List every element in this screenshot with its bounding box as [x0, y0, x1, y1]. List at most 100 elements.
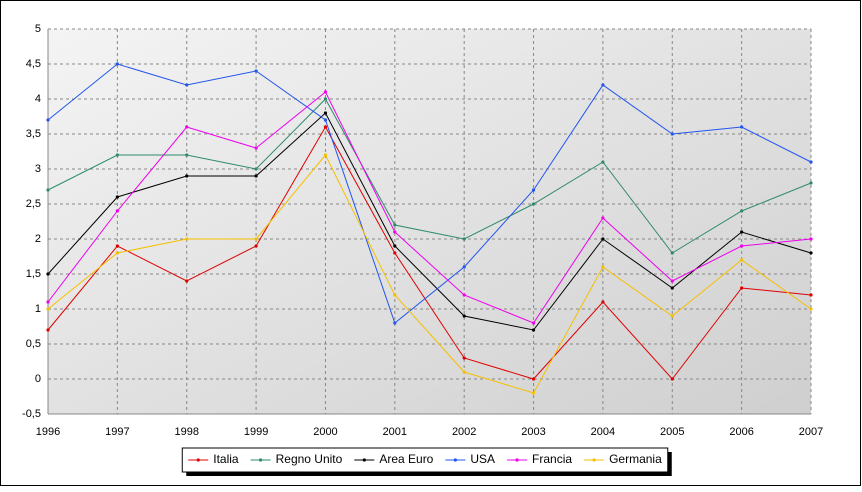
point	[670, 377, 674, 381]
x-tick-label: 2006	[729, 426, 753, 438]
point	[185, 174, 189, 178]
y-tick-label: 1	[35, 303, 41, 315]
y-tick-label: 2	[35, 233, 41, 245]
x-tick-label: 2003	[521, 426, 545, 438]
legend-marker	[515, 458, 519, 462]
point	[115, 251, 119, 255]
point	[740, 258, 744, 262]
legend-marker	[196, 458, 200, 462]
point	[46, 188, 50, 192]
point	[115, 209, 119, 213]
point	[531, 328, 536, 332]
point	[601, 265, 605, 269]
point	[809, 160, 813, 164]
point	[462, 314, 466, 318]
point	[254, 244, 258, 248]
point	[809, 181, 813, 185]
point	[185, 279, 189, 283]
point	[740, 244, 744, 248]
legend-label: Francia	[532, 452, 572, 466]
point	[462, 370, 466, 374]
x-tick-label: 1997	[105, 426, 129, 438]
point	[393, 223, 397, 227]
y-tick-label: 3,5	[26, 128, 41, 140]
legend-marker	[453, 458, 457, 462]
point	[254, 174, 258, 178]
x-tick-label: 2005	[660, 426, 684, 438]
point	[323, 111, 328, 115]
plot-area	[48, 29, 811, 414]
point	[809, 307, 813, 311]
legend-marker	[362, 458, 366, 462]
y-tick-label: 0,5	[26, 338, 41, 350]
point	[185, 83, 189, 87]
point	[115, 244, 119, 248]
point	[254, 237, 258, 241]
point	[670, 286, 674, 290]
point	[740, 125, 744, 129]
point	[531, 377, 536, 381]
point	[809, 293, 813, 297]
y-tick-label: 4	[35, 93, 41, 105]
point	[462, 237, 466, 241]
point	[809, 237, 813, 241]
point	[740, 286, 744, 290]
point	[393, 244, 397, 248]
x-tick-label: 2000	[313, 426, 337, 438]
point	[462, 293, 466, 297]
point	[601, 300, 605, 304]
point	[809, 251, 813, 255]
point	[531, 391, 536, 395]
point	[670, 279, 674, 283]
point	[393, 321, 397, 325]
x-tick-label: 2007	[799, 426, 823, 438]
x-tick-label: 1996	[36, 426, 60, 438]
legend-label: Area Euro	[379, 452, 433, 466]
point	[601, 237, 605, 241]
series-line	[47, 63, 812, 324]
legend-label: Germania	[609, 452, 662, 466]
legend-label: Regno Unito	[276, 452, 343, 466]
series-line	[47, 112, 812, 331]
y-tick-label: 2,5	[26, 198, 41, 210]
y-tick-label: 5	[35, 23, 41, 35]
point	[115, 153, 119, 157]
point	[601, 216, 605, 220]
point	[462, 356, 466, 360]
point	[393, 293, 397, 297]
x-tick-label: 2002	[452, 426, 476, 438]
legend-label: USA	[470, 452, 495, 466]
point	[323, 153, 328, 157]
point	[185, 237, 189, 241]
point	[323, 97, 328, 101]
x-tick-label: 2004	[591, 426, 615, 438]
point	[115, 195, 119, 199]
point	[254, 69, 258, 73]
series-line	[47, 154, 812, 394]
x-tick-label: 1998	[174, 426, 198, 438]
point	[46, 118, 50, 122]
point	[46, 328, 50, 332]
point	[601, 83, 605, 87]
point	[185, 125, 189, 129]
point	[323, 90, 328, 94]
y-tick-label: 1,5	[26, 268, 41, 280]
series-line	[47, 91, 812, 324]
point	[254, 146, 258, 150]
point	[254, 167, 258, 171]
x-tick-label: 1999	[244, 426, 268, 438]
point	[393, 230, 397, 234]
series-line	[47, 98, 812, 254]
point	[46, 300, 50, 304]
point	[323, 118, 328, 122]
point	[670, 314, 674, 318]
x-tick-label: 2001	[383, 426, 407, 438]
point	[393, 251, 397, 255]
y-tick-label: 0	[35, 373, 41, 385]
point	[531, 188, 536, 192]
point	[740, 209, 744, 213]
point	[46, 307, 50, 311]
point	[531, 321, 536, 325]
point	[323, 125, 328, 129]
